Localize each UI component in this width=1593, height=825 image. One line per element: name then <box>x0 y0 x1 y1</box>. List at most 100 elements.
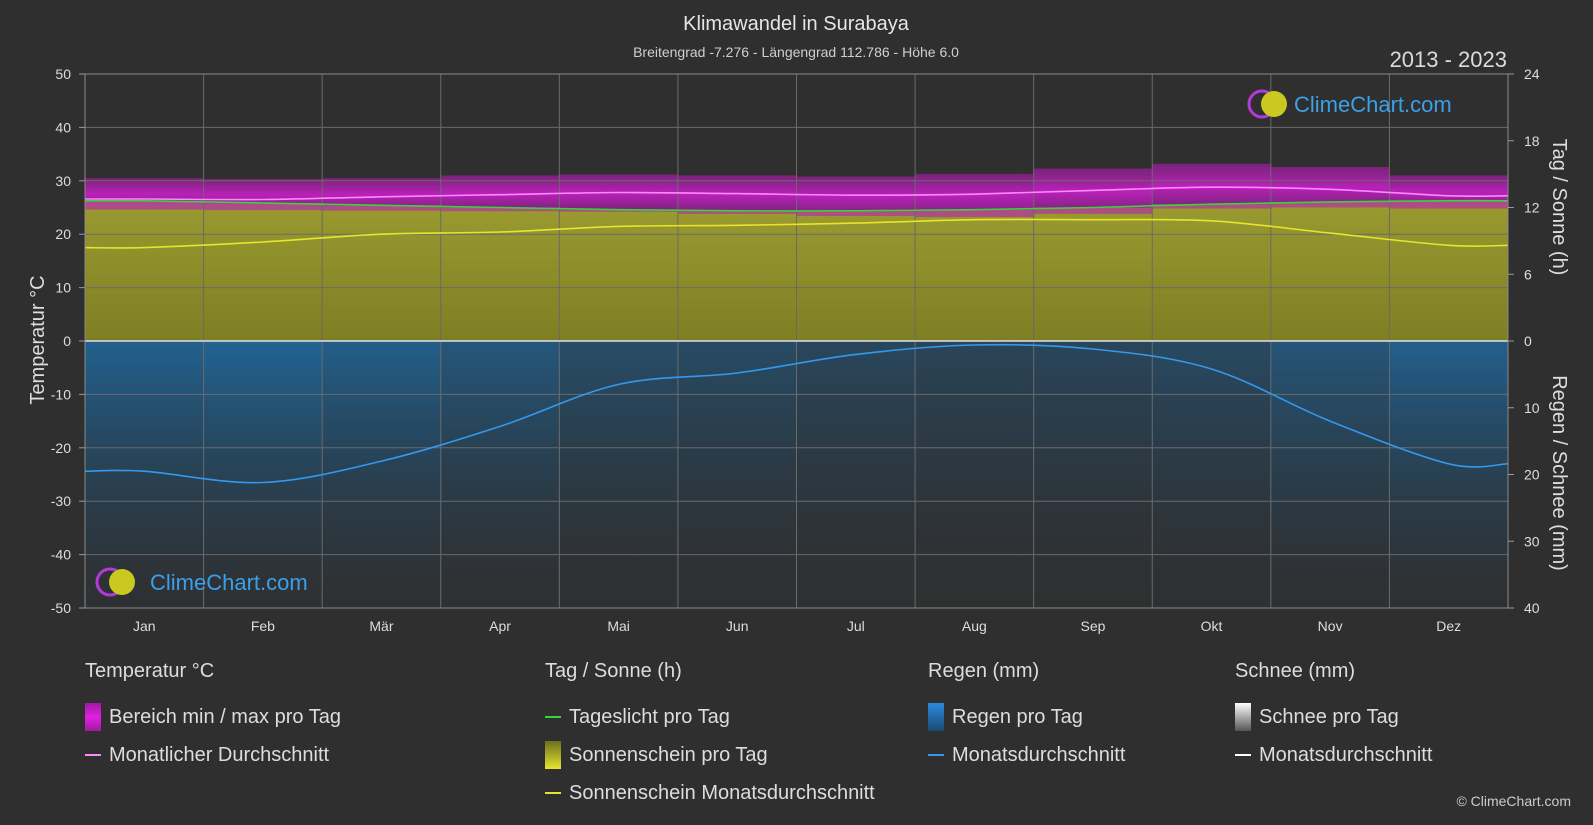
logo-sun-icon <box>1261 91 1287 117</box>
legend-label: Tageslicht pro Tag <box>569 705 730 728</box>
rain-day-bar <box>559 341 679 608</box>
y-tick-label-left: -50 <box>51 600 71 616</box>
rain-day-bar <box>322 341 442 608</box>
rain-day-bar <box>677 341 797 608</box>
legend-sun: Tag / Sonne (h) Tageslicht pro Tag Sonne… <box>545 660 875 812</box>
legend-rain-title: Regen (mm) <box>928 660 1040 682</box>
y-tick-label-left: 40 <box>55 119 71 135</box>
y-tick-label-right-precip: 40 <box>1524 600 1540 616</box>
legend-item-snow-avg: Monatsdurchschnitt <box>1235 736 1432 774</box>
rain-day-bar <box>203 341 323 608</box>
legend-item-rain-day: Regen pro Tag <box>928 698 1125 736</box>
axes-layer: 50 40 30 20 10 0 -10 -20 -30 -40 -50 24 18 12 6 0 10 20 30… <box>51 66 1540 634</box>
y-tick-label-right-hours: 0 <box>1524 333 1532 349</box>
snow-avg-swatch <box>1235 754 1251 756</box>
temp-range-swatch <box>85 703 101 731</box>
chart-subtitle: Breitengrad -7.276 - Längengrad 112.786 … <box>633 44 959 60</box>
temp-range-bar <box>203 179 323 211</box>
snow-day-swatch <box>1235 703 1251 731</box>
y-axis-right-bottom-label: Regen / Schnee (mm) <box>1548 375 1570 571</box>
sunshine-day-bar <box>677 210 797 341</box>
legend-sun-title: Tag / Sonne (h) <box>545 660 682 682</box>
legend-item-daylight: Tageslicht pro Tag <box>545 698 875 736</box>
legend-label: Schnee pro Tag <box>1259 705 1399 728</box>
x-tick-label: Aug <box>962 618 987 634</box>
copyright: © ClimeChart.com <box>1456 793 1571 809</box>
legend-label: Bereich min / max pro Tag <box>109 705 341 728</box>
x-tick-label: Mär <box>369 618 393 634</box>
rain-day-bar <box>440 341 560 608</box>
x-tick-label: Dez <box>1436 618 1461 634</box>
legend-rain: Regen (mm) Regen pro Tag Monatsdurchschn… <box>928 660 1125 774</box>
y-tick-label-right-precip: 10 <box>1524 400 1540 416</box>
sunshine-day-bar <box>322 205 442 341</box>
sunshine-day-bar <box>440 207 560 341</box>
brand-name-top: ClimeChart.com <box>1294 92 1452 117</box>
y-tick-label-left: -40 <box>51 547 71 563</box>
rain-day-bar <box>1033 341 1153 608</box>
legend-label: Regen pro Tag <box>952 705 1083 728</box>
legend-snow: Schnee (mm) Schnee pro Tag Monatsdurchsc… <box>1235 660 1432 774</box>
legend-item-temp-range: Bereich min / max pro Tag <box>85 698 341 736</box>
y-tick-label-left: 30 <box>55 173 71 189</box>
legend-label: Sonnenschein Monatsdurchschnitt <box>569 781 875 804</box>
legend-item-rain-avg: Monatsdurchschnitt <box>928 736 1125 774</box>
sunshine-swatch <box>545 741 561 769</box>
sunshine-day-bar <box>915 209 1035 341</box>
brand-logo-top: ClimeChart.com <box>1247 89 1452 119</box>
legend-item-sunshine: Sonnenschein pro Tag <box>545 736 875 774</box>
y-axis-right-top-label: Tag / Sonne (h) <box>1548 139 1570 276</box>
climate-chart: Klimawandel in Surabaya Breitengrad -7.2… <box>27 13 1570 634</box>
legend-label: Sonnenschein pro Tag <box>569 743 768 766</box>
y-tick-label-left: -20 <box>51 440 71 456</box>
x-tick-label: Okt <box>1201 618 1223 634</box>
y-tick-label-right-hours: 6 <box>1524 266 1532 282</box>
rain-day-bar <box>796 341 916 608</box>
legend-item-sun-avg: Sonnenschein Monatsdurchschnitt <box>545 774 875 812</box>
rain-day-bar <box>1389 341 1509 608</box>
temp-range-bar <box>85 178 205 210</box>
x-tick-label: Nov <box>1318 618 1343 634</box>
x-tick-label: Sep <box>1080 618 1105 634</box>
rain-day-bar <box>1152 341 1272 608</box>
legend-label: Monatsdurchschnitt <box>1259 743 1433 766</box>
rain-day-swatch <box>928 703 944 731</box>
sunshine-day-bar <box>1152 204 1272 341</box>
x-tick-label: Apr <box>489 618 511 634</box>
legend: Temperatur °C Bereich min / max pro Tag … <box>0 660 1593 810</box>
legend-label: Monatsdurchschnitt <box>952 743 1126 766</box>
temp-range-bar <box>796 176 916 217</box>
y-tick-label-right-precip: 30 <box>1524 533 1540 549</box>
legend-item-temp-avg: Monatlicher Durchschnitt <box>85 736 341 774</box>
x-tick-label: Jun <box>726 618 749 634</box>
sunshine-day-bar <box>1389 200 1509 341</box>
legend-temperature: Temperatur °C Bereich min / max pro Tag … <box>85 660 341 774</box>
y-tick-label-left: 20 <box>55 226 71 242</box>
sunshine-layer <box>85 200 1509 341</box>
sunshine-day-bar <box>203 203 323 341</box>
sunshine-day-bar <box>559 209 679 341</box>
y-tick-label-left: -10 <box>51 386 71 402</box>
legend-snow-title: Schnee (mm) <box>1235 660 1356 682</box>
y-tick-label-left: -30 <box>51 493 71 509</box>
rain-day-bar <box>85 341 205 608</box>
sunshine-day-bar <box>796 210 916 341</box>
rain-day-bar <box>915 341 1035 608</box>
legend-item-snow-day: Schnee pro Tag <box>1235 698 1432 736</box>
sunshine-avg-line <box>84 218 1509 249</box>
legend-label: Monatlicher Durchschnitt <box>109 743 330 766</box>
temp-avg-line <box>84 186 1509 201</box>
y-tick-label-right-hours: 12 <box>1524 200 1540 216</box>
year-range: 2013 - 2023 <box>1390 47 1507 72</box>
daylight-swatch <box>545 716 561 718</box>
brand-logo-bottom: ClimeChart.com <box>95 567 308 597</box>
temp-avg-swatch <box>85 754 101 756</box>
series-lines-layer <box>84 186 1509 484</box>
logo-sun-icon <box>109 569 135 595</box>
y-tick-label-right-hours: 18 <box>1524 133 1540 149</box>
y-tick-label-left: 50 <box>55 66 71 82</box>
x-tick-label: Jan <box>133 618 156 634</box>
x-tick-label: Mai <box>607 618 630 634</box>
daylight-line <box>84 199 1509 212</box>
sunshine-day-bar <box>1033 207 1153 341</box>
